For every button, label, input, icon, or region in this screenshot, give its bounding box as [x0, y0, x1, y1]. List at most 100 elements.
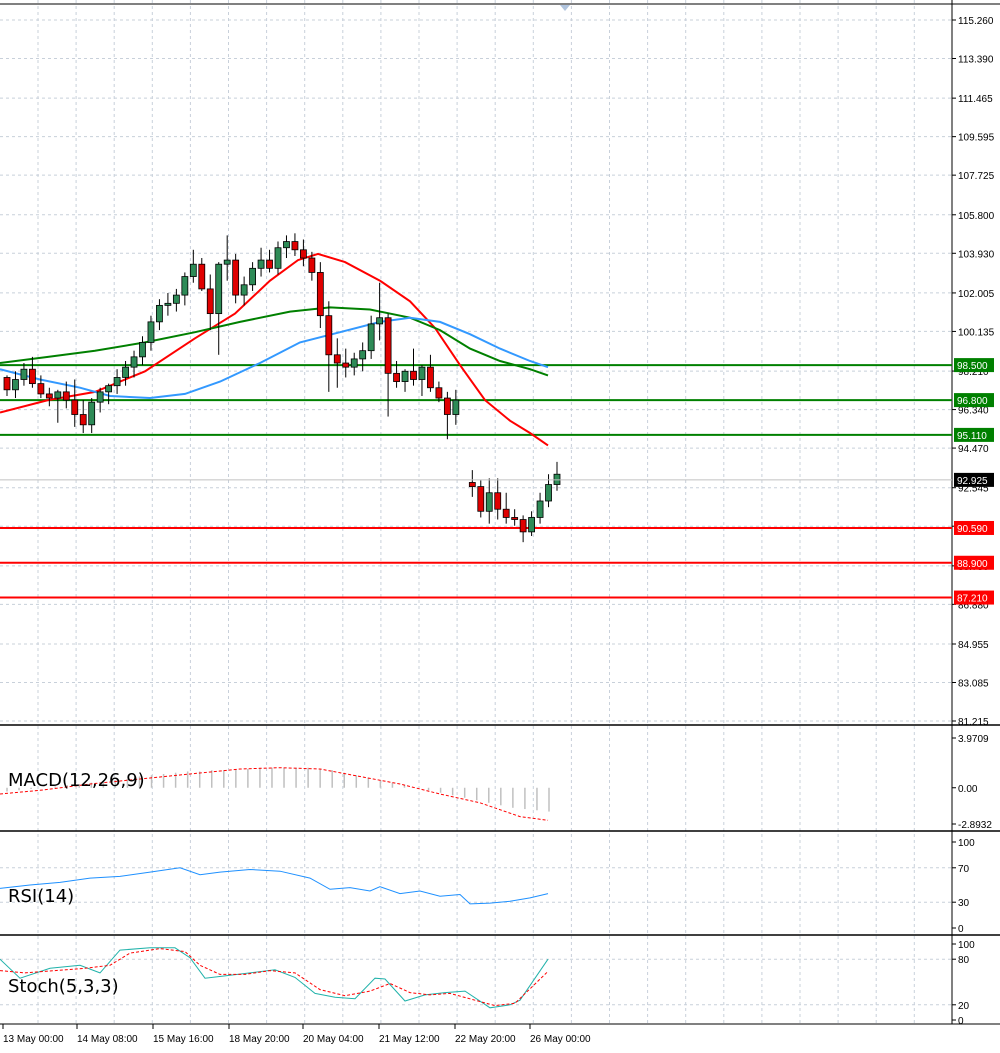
- candle-body: [79, 414, 87, 426]
- indicator-tick-label: 30: [958, 898, 970, 909]
- level-label-bg: [954, 555, 994, 570]
- price-tick-label: 107.725: [958, 171, 995, 182]
- indicator-tick-label: -2.8932: [958, 820, 992, 831]
- price-tick-label: 102.005: [958, 289, 995, 300]
- current-price-label-bg: [954, 472, 994, 487]
- time-axis-label: 15 May 16:00: [153, 1034, 214, 1045]
- candle-body: [181, 276, 189, 296]
- level-label-bg: [954, 427, 994, 442]
- price-tick-label: 83.085: [958, 678, 989, 689]
- candle-body: [376, 317, 384, 325]
- candle-body: [240, 284, 248, 296]
- candle-body: [342, 362, 350, 368]
- price-tick-label: 84.955: [958, 640, 989, 651]
- candle-body: [249, 267, 256, 286]
- level-label-bg: [954, 393, 994, 408]
- candle-body: [257, 259, 265, 269]
- candle-body: [384, 317, 392, 374]
- price-tick-label: 105.800: [958, 211, 995, 222]
- indicator-tick-label: 0.00: [958, 784, 978, 795]
- level-label: 98.500: [957, 361, 988, 372]
- time-axis-label: 26 May 00:00: [530, 1034, 591, 1045]
- level-label: 90.590: [957, 524, 988, 535]
- price-tick-label: 103.930: [958, 249, 995, 260]
- candle-body: [435, 387, 443, 399]
- candle-body: [325, 315, 333, 356]
- candle-body: [198, 263, 206, 290]
- candle-body: [113, 377, 121, 387]
- candle-body: [12, 379, 19, 391]
- time-axis-label: 18 May 20:00: [229, 1034, 290, 1045]
- candle-body: [300, 249, 307, 259]
- price-tick-label: 111.465: [958, 94, 993, 105]
- candle-body: [266, 259, 273, 269]
- price-tick-label: 86.880: [958, 600, 989, 611]
- price-tick-label: 98.210: [958, 367, 989, 378]
- candle-body: [215, 263, 223, 315]
- candle-body: [308, 257, 316, 273]
- level-label: 88.900: [957, 559, 988, 570]
- time-axis-label: 20 May 04:00: [303, 1034, 364, 1045]
- candle-body: [485, 492, 493, 512]
- indicator-tick-label: 100: [958, 838, 975, 849]
- moving-average-line: [0, 306, 549, 377]
- candle-body: [62, 391, 70, 401]
- candle-body: [519, 519, 527, 533]
- candle-body: [477, 486, 485, 512]
- stoch-signal-line: [0, 948, 549, 1007]
- indicator-tick-label: 20: [958, 1001, 970, 1012]
- candle-body: [502, 508, 510, 518]
- indicator-tick-label: 70: [958, 864, 970, 875]
- time-axis-label: 14 May 08:00: [77, 1034, 138, 1045]
- candle-body: [232, 259, 240, 296]
- candle-body: [291, 241, 299, 251]
- candle-body: [452, 399, 460, 415]
- price-tick-label: 100.135: [958, 327, 995, 338]
- price-tick-label: 113.390: [958, 55, 994, 66]
- indicator-name-label: Stoch(5,3,3): [8, 976, 119, 997]
- candle-body: [130, 356, 138, 368]
- moving-average-line: [0, 252, 549, 447]
- candle-body: [147, 321, 155, 343]
- time-axis-label: 22 May 20:00: [455, 1034, 516, 1045]
- level-label: 95.110: [957, 431, 987, 442]
- price-tick-label: 115.260: [958, 16, 994, 27]
- candle-body: [71, 399, 79, 415]
- level-label-bg: [954, 590, 994, 605]
- candle-body: [393, 372, 400, 382]
- candle-body: [156, 304, 163, 323]
- candle-body: [427, 366, 434, 389]
- candle-body: [20, 368, 28, 380]
- indicator-tick-label: 100: [958, 940, 975, 951]
- candle-body: [468, 482, 476, 487]
- moving-average-line: [0, 316, 549, 400]
- candle-body: [29, 368, 36, 385]
- indicator-name-label: MACD(12,26,9): [8, 770, 145, 791]
- indicator-tick-label: 0: [958, 924, 964, 935]
- candle-body: [350, 358, 358, 368]
- time-axis-label: 21 May 12:00: [379, 1034, 440, 1045]
- candle-body: [54, 391, 62, 399]
- level-label: 96.800: [957, 396, 988, 407]
- candle-body: [45, 393, 53, 399]
- current-price-label: 92.925: [957, 476, 988, 487]
- candle-body: [553, 473, 561, 485]
- candle-body: [283, 241, 290, 249]
- candle-body: [333, 354, 341, 364]
- candle-body: [528, 517, 535, 533]
- price-tick-label: 92.545: [958, 484, 989, 495]
- candle-body: [88, 401, 96, 426]
- candle-body: [443, 397, 451, 415]
- candle-body: [511, 517, 519, 520]
- candle-body: [105, 385, 113, 393]
- candle-body: [37, 383, 45, 395]
- candle-body: [316, 272, 324, 317]
- candle-body: [189, 263, 197, 277]
- candle-body: [139, 342, 146, 358]
- candle-body: [172, 294, 180, 304]
- macd-signal-line: [0, 767, 549, 821]
- candle-body: [536, 500, 544, 518]
- price-tick-label: 81.215: [958, 717, 989, 728]
- chart-shift-marker: [560, 5, 570, 11]
- indicator-name-label: RSI(14): [8, 886, 74, 907]
